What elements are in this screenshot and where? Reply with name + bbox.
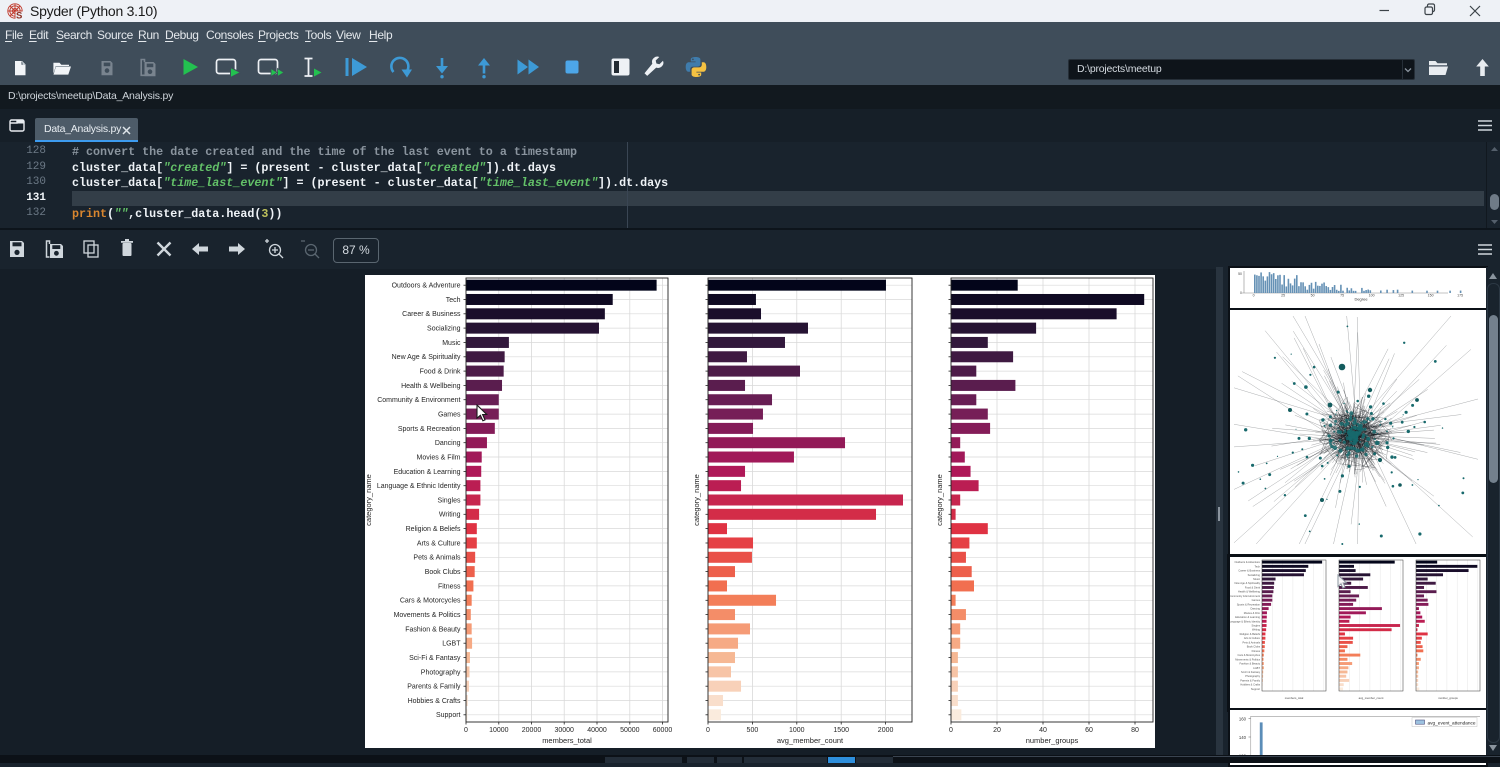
svg-text:175: 175 (1457, 294, 1463, 298)
svg-text:10000: 10000 (489, 727, 509, 734)
svg-text:Community & Environment: Community & Environment (377, 397, 460, 404)
svg-text:members_total: members_total (1285, 696, 1304, 700)
svg-text:20000: 20000 (522, 727, 542, 734)
svg-text:0: 0 (1253, 294, 1255, 298)
svg-text:60: 60 (1085, 727, 1093, 734)
svg-text:Support: Support (436, 712, 461, 719)
svg-text:Food & Drink: Food & Drink (420, 369, 461, 376)
svg-text:40000: 40000 (587, 727, 607, 734)
svg-text:Tech: Tech (446, 297, 461, 304)
svg-text:0: 0 (1240, 291, 1242, 295)
svg-text:60000: 60000 (653, 727, 673, 734)
svg-text:category_name: category_name (365, 474, 373, 526)
svg-text:Sci-Fi & Fantasy: Sci-Fi & Fantasy (409, 655, 461, 662)
svg-text:Fashion & Beauty: Fashion & Beauty (405, 626, 461, 633)
svg-text:Movies & Film: Movies & Film (417, 454, 461, 461)
svg-text:1000: 1000 (789, 727, 805, 734)
svg-text:Hobbies & Crafts: Hobbies & Crafts (408, 698, 461, 705)
svg-text:Movements & Politics: Movements & Politics (394, 612, 461, 619)
svg-text:25: 25 (1281, 294, 1285, 298)
svg-text:50: 50 (1238, 272, 1242, 276)
svg-text:members_total: members_total (542, 736, 592, 745)
svg-text:0: 0 (464, 727, 468, 734)
svg-text:Book Clubs: Book Clubs (425, 569, 461, 576)
svg-text:140: 140 (1239, 735, 1247, 740)
svg-text:Degree: Degree (1354, 297, 1368, 302)
svg-text:Writing: Writing (439, 512, 461, 519)
svg-text:Singles: Singles (438, 497, 461, 504)
svg-text:LGBT: LGBT (442, 641, 461, 648)
svg-text:Pets & Animals: Pets & Animals (413, 555, 461, 562)
svg-text:150: 150 (1428, 294, 1434, 298)
svg-text:Cars & Motorcycles: Cars & Motorcycles (400, 598, 461, 605)
svg-text:Language & Ethnic Identity: Language & Ethnic Identity (377, 483, 461, 490)
svg-text:number_groups: number_groups (1026, 736, 1079, 745)
svg-text:category_name: category_name (935, 474, 944, 526)
svg-text:avg_member_count: avg_member_count (1359, 696, 1384, 700)
svg-text:New Age & Spirituality: New Age & Spirituality (392, 354, 461, 361)
svg-text:Fitness: Fitness (438, 583, 461, 590)
svg-text:50000: 50000 (620, 727, 640, 734)
svg-text:Games: Games (438, 412, 461, 419)
svg-text:avg_member_count: avg_member_count (777, 736, 844, 745)
svg-text:75: 75 (1340, 294, 1344, 298)
svg-text:40: 40 (1039, 727, 1047, 734)
svg-text:Health & Wellbeing: Health & Wellbeing (401, 383, 461, 390)
svg-text:0: 0 (706, 727, 710, 734)
svg-text:Outdoors & Adventure: Outdoors & Adventure (392, 283, 461, 290)
svg-text:Socializing: Socializing (427, 326, 461, 333)
svg-text:100: 100 (1369, 294, 1375, 298)
svg-text:number_groups: number_groups (1438, 696, 1458, 700)
svg-text:Dancing: Dancing (435, 440, 461, 447)
svg-text:Religion & Beliefs: Religion & Beliefs (406, 526, 461, 533)
svg-text:avg_event_attendance: avg_event_attendance (1428, 721, 1476, 727)
svg-text:Photography: Photography (421, 669, 461, 676)
svg-text:Career & Business: Career & Business (402, 311, 461, 318)
svg-text:50: 50 (1311, 294, 1315, 298)
svg-text:Music: Music (442, 340, 461, 347)
svg-text:Education & Learning: Education & Learning (394, 469, 461, 476)
svg-text:20: 20 (993, 727, 1001, 734)
svg-text:Sports & Recreation: Sports & Recreation (398, 426, 461, 433)
svg-text:0: 0 (949, 727, 953, 734)
svg-text:Arts & Culture: Arts & Culture (417, 540, 461, 547)
svg-text:80: 80 (1131, 727, 1139, 734)
svg-text:30000: 30000 (554, 727, 574, 734)
svg-text:125: 125 (1398, 294, 1404, 298)
svg-text:160: 160 (1239, 717, 1247, 722)
svg-text:2000: 2000 (878, 727, 894, 734)
svg-text:category_name: category_name (692, 474, 701, 526)
svg-text:Parents & Family: Parents & Family (407, 684, 461, 691)
svg-text:1500: 1500 (833, 727, 849, 734)
svg-text:S: S (16, 11, 22, 20)
svg-text:500: 500 (747, 727, 759, 734)
